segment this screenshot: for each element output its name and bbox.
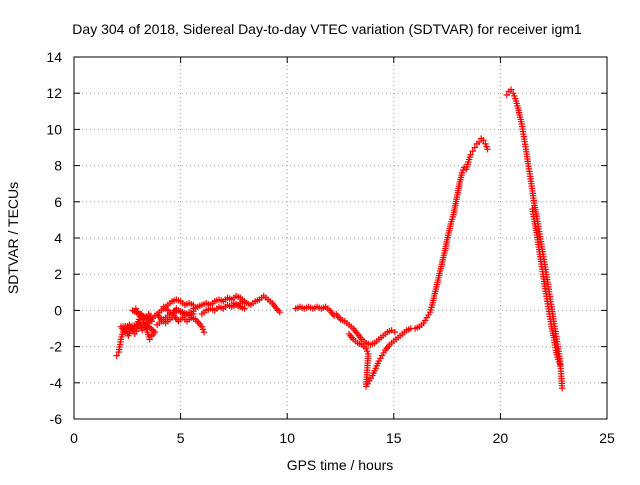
x-axis-label: GPS time / hours xyxy=(287,457,394,473)
x-tick-label: 10 xyxy=(279,430,295,446)
data-point xyxy=(391,328,399,336)
grid-lines xyxy=(74,57,607,419)
y-tick-label: -6 xyxy=(50,411,63,427)
data-point xyxy=(146,336,153,343)
data-point xyxy=(475,138,483,146)
y-tick-label: 8 xyxy=(54,158,62,174)
data-point xyxy=(276,309,283,316)
y-tick-label: 14 xyxy=(46,49,62,65)
y-tick-label: 0 xyxy=(54,302,62,318)
y-tick-label: 10 xyxy=(46,121,62,137)
chart-title: Day 304 of 2018, Sidereal Day-to-day VTE… xyxy=(72,21,582,37)
x-tick-label: 0 xyxy=(70,430,78,446)
data-point xyxy=(507,86,515,93)
data-point xyxy=(480,137,487,144)
y-tick-labels: -6 -4 -2 0 2 4 6 8 10 12 14 xyxy=(46,49,62,427)
data-point xyxy=(467,151,474,158)
x-tick-label: 5 xyxy=(177,430,185,446)
data-points xyxy=(113,86,566,392)
y-tick-label: 12 xyxy=(46,85,62,101)
x-tick-label: 25 xyxy=(599,430,615,446)
y-tick-label: 6 xyxy=(54,194,62,210)
x-tick-label: 20 xyxy=(493,430,509,446)
data-point xyxy=(113,352,120,359)
y-tick-label: -4 xyxy=(50,375,63,391)
data-point xyxy=(200,328,208,336)
y-tick-label: -2 xyxy=(50,339,63,355)
data-point xyxy=(559,385,566,392)
axis-ticks xyxy=(73,56,608,420)
y-tick-label: 2 xyxy=(54,266,62,282)
y-tick-label: 4 xyxy=(54,230,62,246)
data-point xyxy=(484,146,491,153)
x-tick-labels: 0 5 10 15 20 25 xyxy=(70,430,615,446)
data-point xyxy=(469,147,476,155)
y-axis-label: SDTVAR / TECUs xyxy=(5,182,21,294)
data-point xyxy=(471,144,479,151)
data-point xyxy=(556,361,564,368)
data-point xyxy=(503,91,510,99)
x-tick-label: 15 xyxy=(386,430,402,446)
plot-frame xyxy=(73,56,608,420)
